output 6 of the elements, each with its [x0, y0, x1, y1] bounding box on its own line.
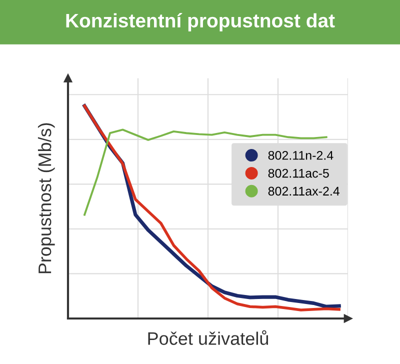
legend-label: 802.11ac-5 [268, 168, 329, 178]
chart-title: Konzistentní propustnost dat [66, 13, 335, 32]
legend-label: 802.11ax-2.4 [268, 186, 340, 196]
legend-label: 802.11n-2.4 [268, 150, 334, 160]
x-axis-title: Počet uživatelů [148, 330, 268, 345]
y-axis-title: Propustnost (Mb/s) [38, 123, 55, 274]
